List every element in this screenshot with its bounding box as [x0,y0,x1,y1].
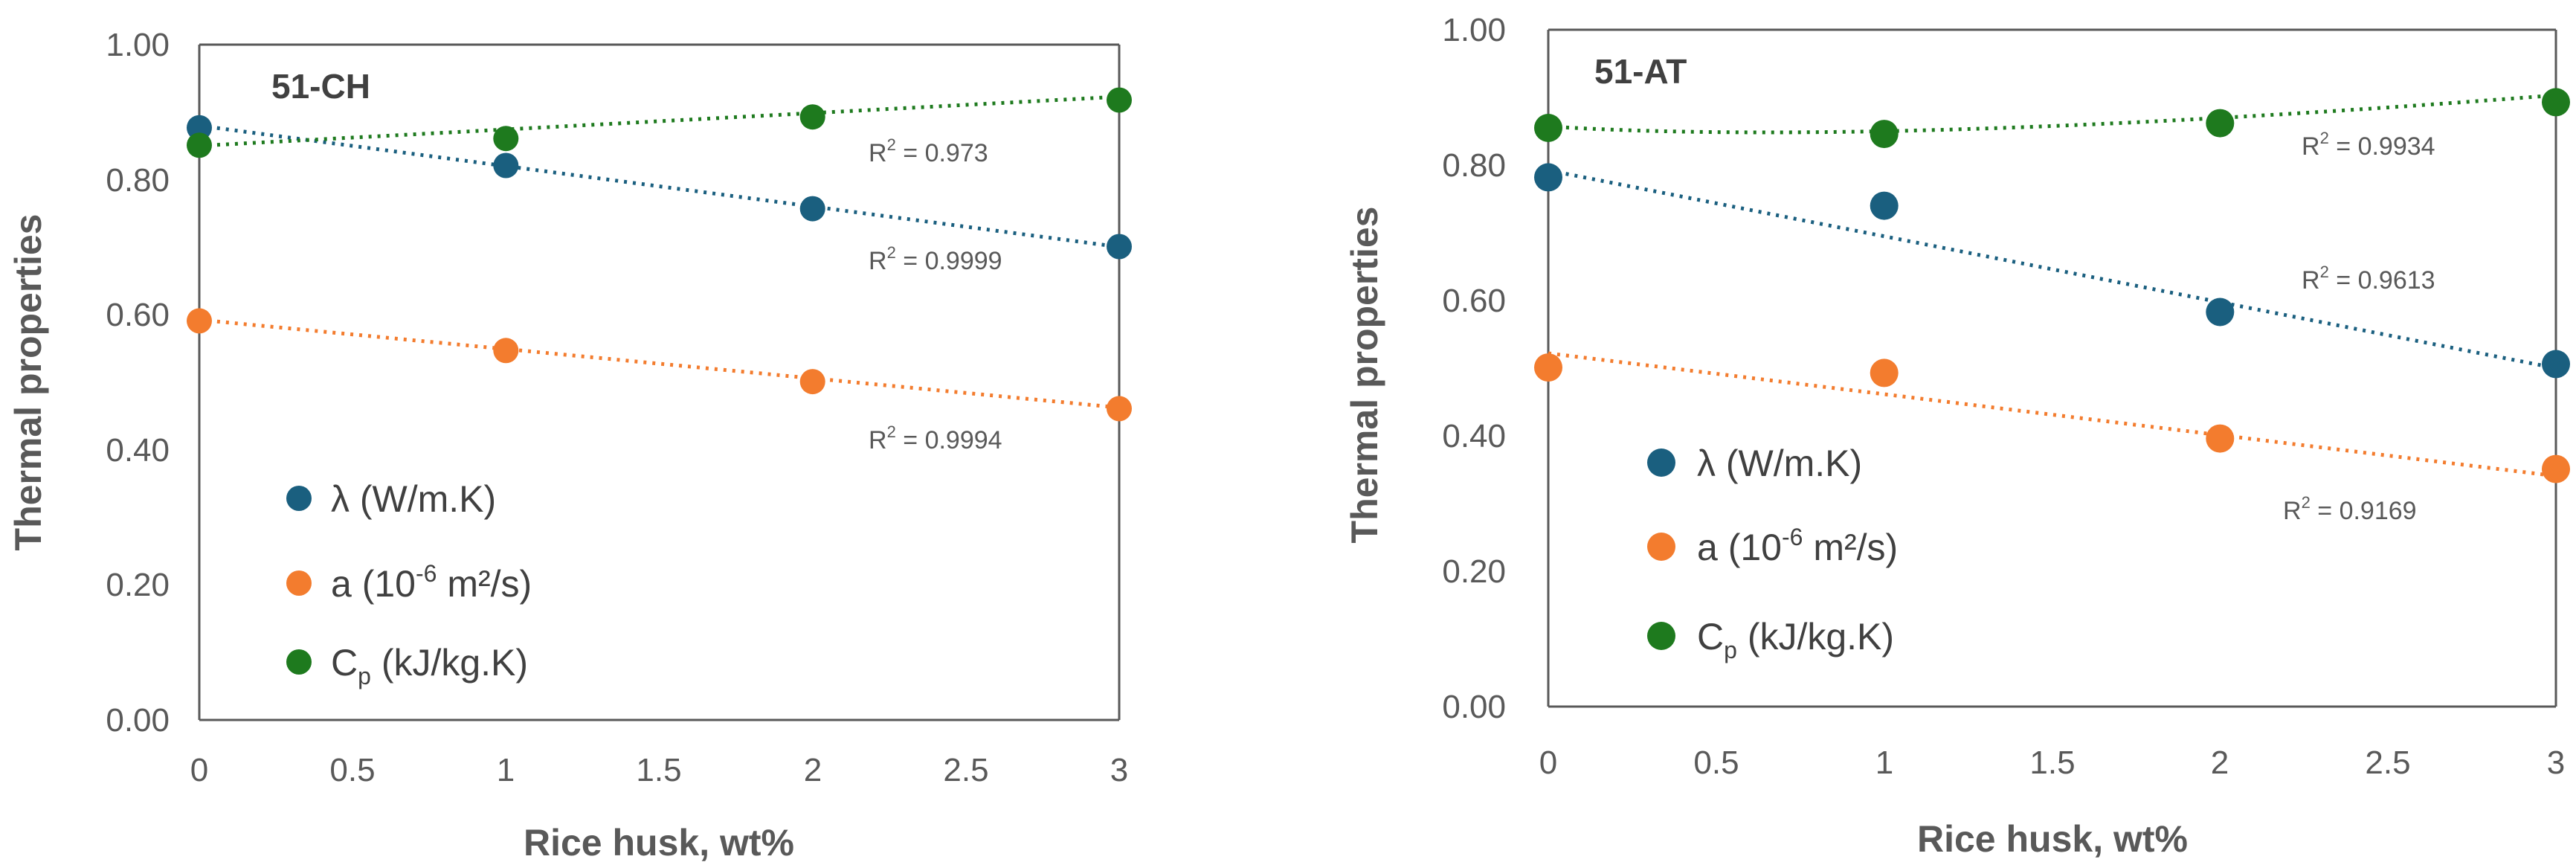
data-point-a [1107,396,1132,422]
y-tick-label: 0.60 [106,297,170,333]
data-point-cp [799,104,825,130]
y-axis-title: Thermal properties [7,214,49,551]
x-tick-label: 0.5 [1693,745,1739,781]
legend-marker-a [1647,533,1675,561]
x-tick-label: 0.5 [329,752,375,788]
x-tick-label: 1 [1875,745,1893,781]
trendline-lambda [1548,168,2557,370]
data-point-cp [1870,120,1899,149]
chart-51-ch: 0.00 0.20 0.40 0.60 0.80 1.00 0 0.5 1 1.… [7,27,1132,864]
y-tick-label: 0.00 [106,702,170,739]
x-tick-label: 2 [2211,745,2229,781]
legend-label-lambda: λ (W/m.K) [1697,443,1862,484]
x-tick-label: 3 [1110,752,1128,788]
y-tick-label: 0.60 [1442,283,1506,319]
data-point-lambda [493,152,519,179]
panel-title: 51-CH [271,67,370,106]
r2-label-a: R2 = 0.9994 [869,422,1002,454]
data-point-a [2542,454,2570,483]
legend-marker-a [286,570,312,596]
data-point-lambda [2206,298,2235,327]
legend-label-cp: Cp (kJ/kg.K) [1697,616,1894,663]
legend-label-a: a (10-6 m²/s) [331,560,532,605]
data-point-lambda [1870,191,1899,220]
legend-marker-cp [1647,622,1675,650]
data-point-a [493,338,519,364]
trendline-cp [1548,93,2557,135]
y-axis-title: Thermal properties [1344,207,1385,544]
data-point-cp [1534,114,1562,142]
x-tick-label: 0 [1539,745,1557,781]
trendline-cp [199,94,1120,148]
r2-label-a: R2 = 0.9169 [2283,493,2417,525]
x-axis-title: Rice husk, wt% [524,822,794,864]
r2-label-lambda: R2 = 0.9999 [869,243,1002,275]
y-tick-label: 0.80 [106,162,170,199]
r2-label-cp: R2 = 0.973 [869,135,988,167]
x-tick-label: 1.5 [2029,745,2075,781]
legend-label-lambda: λ (W/m.K) [331,478,496,520]
data-point-lambda [2542,350,2570,379]
y-tick-label: 0.40 [106,432,170,469]
x-tick-label: 1 [497,752,515,788]
x-axis-title: Rice husk, wt% [1917,818,2188,860]
x-tick-label: 0 [190,752,208,788]
legend: λ (W/m.K) a (10-6 m²/s) Cp (kJ/kg.K) [1647,443,1898,663]
data-point-cp [1107,87,1132,113]
data-point-a [799,369,825,395]
y-tick-label: 0.20 [1442,553,1506,590]
data-point-cp [493,126,519,152]
data-point-a [2206,424,2235,453]
data-point-cp [2542,88,2570,117]
y-tick-label: 0.40 [1442,418,1506,454]
data-point-a [1870,358,1899,388]
r2-label-cp: R2 = 0.9934 [2302,129,2435,161]
chart-51-at: 0.00 0.20 0.40 0.60 0.80 1.00 0 0.5 1 1.… [1344,12,2570,860]
y-tick-label: 0.20 [106,567,170,603]
data-point-lambda [1534,163,1562,192]
data-point-lambda [799,196,825,222]
legend-label-a: a (10-6 m²/s) [1697,524,1898,568]
x-tick-label: 2 [804,752,822,788]
x-tick-label: 2.5 [943,752,988,788]
panel-title: 51-AT [1594,52,1687,91]
legend-marker-lambda [1647,448,1675,477]
legend: λ (W/m.K) a (10-6 m²/s) Cp (kJ/kg.K) [286,478,532,689]
y-tick-label: 0.00 [1442,689,1506,725]
trendline-a [199,318,1120,410]
r2-label-lambda: R2 = 0.9613 [2302,263,2435,295]
y-tick-label: 0.80 [1442,147,1506,184]
x-tick-label: 1.5 [636,752,681,788]
legend-marker-cp [286,649,312,675]
data-point-a [1534,353,1562,382]
legend-marker-lambda [286,486,312,511]
data-point-cp [187,132,212,158]
trendline-lambda [199,123,1120,249]
data-point-lambda [1107,234,1132,260]
y-tick-label: 1.00 [1442,12,1506,48]
legend-label-cp: Cp (kJ/kg.K) [331,642,528,689]
y-tick-label: 1.00 [106,27,170,63]
data-point-cp [2206,109,2235,138]
data-point-lambda [187,115,212,141]
x-tick-label: 3 [2547,745,2565,781]
data-point-a [187,308,212,334]
x-tick-label: 2.5 [2365,745,2410,781]
